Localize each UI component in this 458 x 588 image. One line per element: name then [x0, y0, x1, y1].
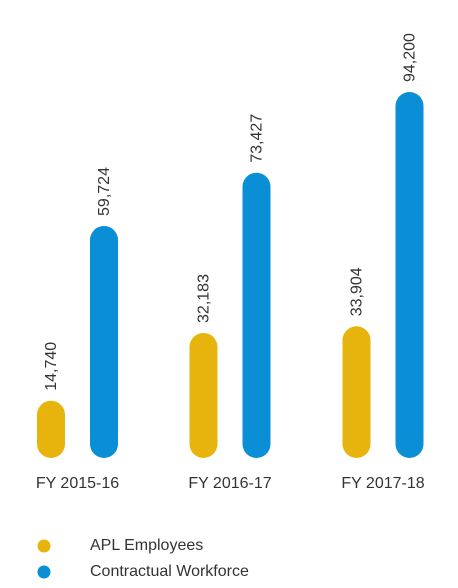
bar: [189, 332, 218, 458]
value-label: 59,724: [96, 167, 113, 216]
value-label: 33,904: [349, 267, 366, 316]
bar: [395, 92, 424, 459]
bar: [342, 326, 371, 458]
bar: [90, 225, 118, 458]
value-label: 32,183: [196, 274, 213, 323]
legend-swatch: [37, 539, 51, 553]
legend-swatch: [37, 565, 51, 579]
x-tick-label: FY 2017-18: [341, 475, 424, 492]
x-tick-label: FY 2016-17: [188, 475, 271, 492]
bar: [242, 172, 271, 459]
value-label: 14,740: [43, 342, 60, 391]
value-label: 94,200: [402, 33, 419, 82]
bar: [37, 400, 65, 458]
value-label: 73,427: [249, 114, 266, 163]
legend-label: Contractual Workforce: [90, 563, 249, 580]
x-tick-label: FY 2015-16: [36, 475, 119, 492]
legend-label: APL Employees: [90, 537, 203, 554]
